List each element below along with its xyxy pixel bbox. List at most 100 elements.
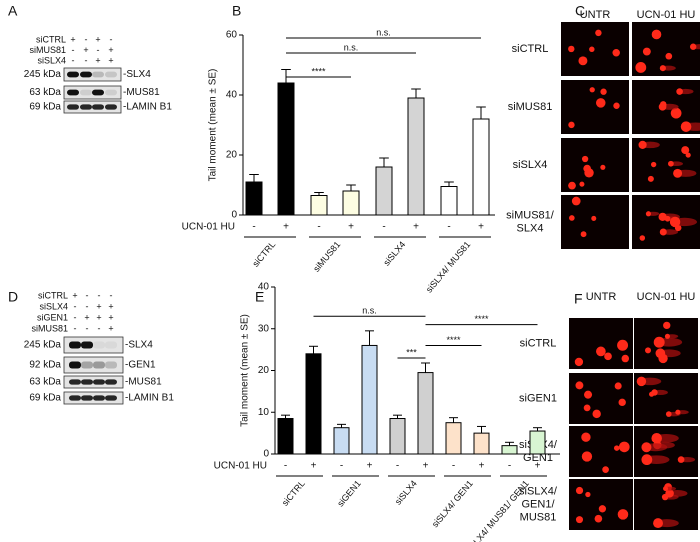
nucleus (659, 228, 667, 236)
nucleus (575, 486, 584, 495)
series-mark: - (396, 461, 399, 472)
bar (529, 430, 546, 455)
nucleus (600, 88, 607, 95)
band-size: 245 kDa (24, 340, 62, 351)
nucleus (635, 62, 647, 73)
series-mark: + (283, 222, 289, 233)
bar (445, 422, 462, 455)
bar (407, 97, 425, 216)
x-tick-label: siSLX4/ GEN1 (430, 478, 475, 529)
nucleus (596, 346, 606, 357)
series-mark: - (340, 461, 343, 472)
panel-label: F (574, 291, 583, 307)
x-row-label: UCN-01 HU (182, 222, 235, 233)
significance-label: n.s. (362, 306, 377, 316)
nucleus (651, 432, 662, 444)
significance-label: **** (446, 335, 461, 345)
blot-band (69, 395, 81, 401)
series-mark: - (452, 461, 455, 472)
bar (277, 82, 295, 216)
y-axis-label: Tail moment (mean ± SE) (240, 314, 251, 427)
series-mark: + (535, 461, 541, 472)
panel-label: E (255, 289, 264, 305)
nucleus (664, 215, 671, 222)
panel-label: C (575, 3, 585, 19)
nucleus (621, 354, 630, 363)
blot-band (105, 395, 117, 401)
condition-mark: + (108, 323, 113, 333)
nucleus (651, 389, 658, 396)
bar (305, 353, 322, 455)
significance-label: n.s. (376, 27, 391, 37)
y-tick-label: 20 (226, 150, 238, 161)
condition-mark: - (85, 34, 88, 44)
micrograph (561, 195, 629, 249)
band-size: 92 kDa (29, 360, 61, 371)
row-label: siSLX4 (513, 159, 548, 171)
band-name: -GEN1 (125, 360, 156, 371)
nucleus (612, 49, 620, 57)
significance-label: *** (406, 347, 417, 357)
y-tick-label: 20 (258, 365, 270, 376)
band-size: 69 kDa (29, 393, 61, 404)
nucleus (581, 432, 591, 442)
bar (389, 418, 406, 455)
blot-band (105, 341, 117, 349)
nucleus (665, 489, 674, 498)
series-mark: + (479, 461, 485, 472)
band-size: 245 kDa (24, 69, 62, 80)
nucleus (583, 404, 591, 412)
nucleus (595, 98, 606, 108)
nucleus (659, 101, 667, 108)
series-mark: + (367, 461, 373, 472)
condition-mark: + (108, 45, 113, 55)
row-label: siCTRL (512, 43, 549, 55)
nucleus (668, 160, 674, 167)
nucleus (663, 486, 669, 492)
blot-band (92, 89, 104, 96)
condition-label: siGEN1 (37, 312, 68, 322)
nucleus (676, 88, 683, 95)
blot-strip (63, 67, 122, 82)
panel-label: B (232, 3, 241, 19)
significance-label: **** (311, 66, 326, 76)
condition-mark: + (96, 312, 101, 322)
blot-band (105, 379, 117, 385)
row-label: siMUS81 (508, 101, 553, 113)
y-tick-label: 60 (226, 30, 238, 41)
condition-mark: - (110, 34, 113, 44)
series-mark: - (508, 461, 511, 472)
bar (245, 181, 263, 216)
blot-band (93, 379, 105, 385)
nucleus (602, 466, 609, 473)
nucleus (585, 491, 591, 498)
nucleus (638, 140, 647, 149)
x-tick-label: siSLX4 (381, 239, 407, 267)
nucleus (665, 411, 672, 417)
condition-mark: + (70, 34, 75, 44)
nucleus (600, 164, 606, 170)
blot-band (105, 361, 117, 369)
nucleus (569, 215, 575, 221)
bar (473, 432, 490, 455)
condition-label: siCTRL (36, 34, 66, 44)
blot-band (81, 395, 93, 401)
blot-band (80, 71, 92, 78)
series-mark: - (317, 222, 320, 233)
band-name: -LAMIN B1 (123, 102, 172, 113)
blot-strip (63, 356, 124, 374)
condition-mark: + (108, 301, 113, 311)
series-mark: + (348, 222, 354, 233)
series-mark: + (413, 222, 419, 233)
nucleus (663, 321, 671, 330)
blot-band (67, 104, 79, 110)
nucleus (658, 212, 667, 221)
series-mark: - (284, 461, 287, 472)
blot-band (105, 104, 117, 110)
nucleus (613, 445, 620, 451)
nucleus (658, 353, 668, 364)
band-name: -MUS81 (123, 87, 160, 98)
nucleus (595, 29, 602, 37)
condition-mark: - (85, 55, 88, 65)
blot-band (67, 71, 79, 78)
